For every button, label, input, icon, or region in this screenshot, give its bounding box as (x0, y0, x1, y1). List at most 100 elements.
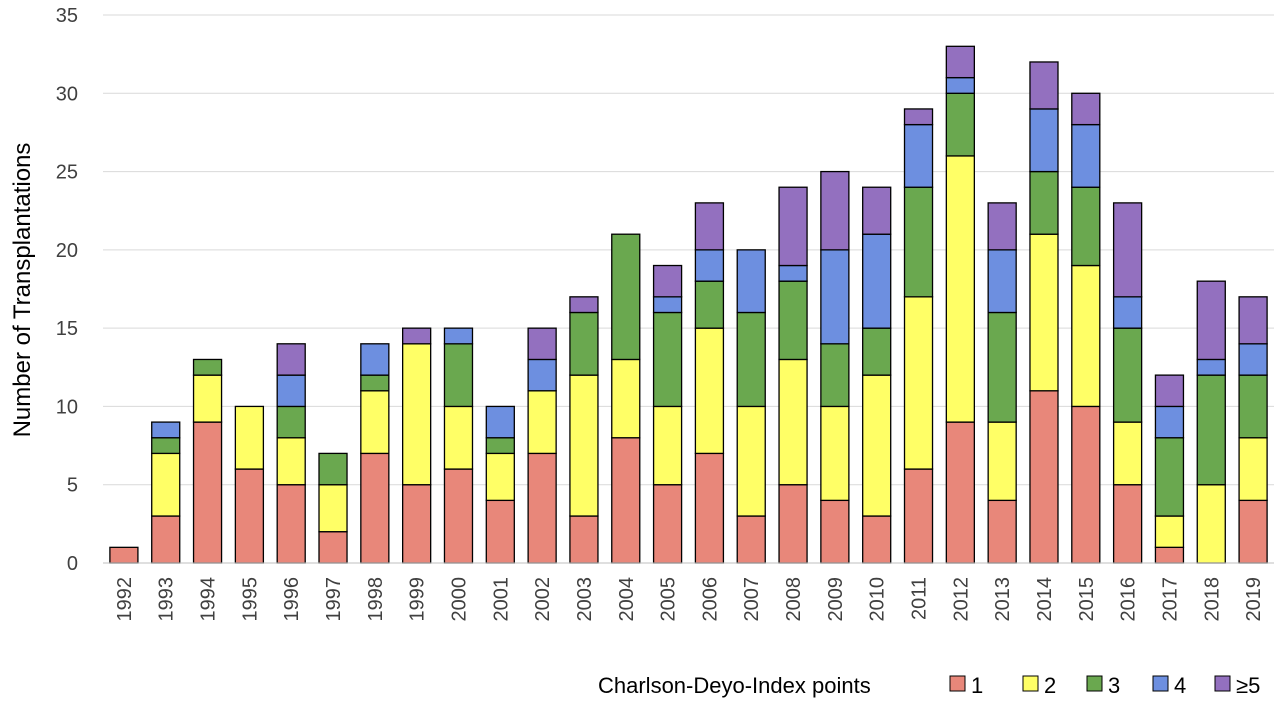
bar-segment (1071, 405, 1101, 564)
bar-segment (987, 421, 1017, 502)
legend-label: ≥5 (1236, 673, 1260, 698)
bar-segment (820, 249, 850, 345)
x-tick-label: 2013 (992, 577, 1014, 622)
bar-segment (820, 499, 850, 564)
bar-segment (652, 296, 683, 314)
bar-segment (569, 311, 599, 376)
x-tick-label: 1995 (239, 577, 261, 622)
bar-segment (862, 233, 892, 329)
x-tick-label: 2010 (867, 577, 889, 622)
x-tick-label: 2012 (950, 577, 972, 622)
bar-segment (443, 468, 474, 564)
bar-segment (485, 499, 515, 564)
bar-segment (1112, 421, 1143, 486)
bar-segment (903, 108, 934, 126)
bar-segment (527, 358, 557, 392)
bar-segment (234, 468, 265, 564)
bar-segment (1196, 358, 1226, 376)
bar-segment (192, 374, 223, 423)
x-tick-label: 1994 (198, 577, 220, 622)
bar-segment (443, 405, 474, 470)
bar-segment (109, 546, 139, 564)
y-tick-label: 20 (56, 240, 78, 262)
bar-segment (485, 452, 515, 502)
bar-segment (820, 405, 850, 502)
x-tick-label: 2003 (574, 577, 596, 622)
x-tick-label: 2008 (783, 577, 805, 622)
bar-segment (276, 484, 306, 564)
x-tick-label: 1999 (407, 577, 429, 622)
bar-segment (862, 374, 892, 517)
bar-segment (318, 452, 348, 486)
x-tick-label: 2000 (448, 577, 470, 622)
bar-segment (318, 484, 348, 533)
bar-segment (1029, 170, 1059, 235)
bar-segment (736, 515, 766, 564)
bar-segment (945, 92, 975, 157)
bar-segment (1238, 296, 1268, 345)
bar-segment (694, 280, 725, 329)
bar-segment (1071, 186, 1101, 267)
legend-label: 2 (1044, 673, 1056, 698)
bar-segment (527, 452, 557, 564)
legend: Charlson-Deyo-Index points 1 2 3 4 ≥5 (598, 673, 1260, 698)
legend-label: 1 (971, 673, 983, 698)
bar-segment (945, 421, 975, 564)
bar-segment (276, 405, 306, 439)
bar-segment (1071, 264, 1101, 408)
x-tick-label: 1992 (114, 577, 136, 622)
bar-segment (652, 311, 683, 408)
x-tick-label: 2006 (699, 577, 721, 622)
bar-segment (443, 327, 474, 345)
x-tick-label: 2005 (658, 577, 680, 622)
y-tick-label: 35 (56, 5, 78, 27)
bar-segment (611, 437, 641, 564)
bar-segment (569, 374, 599, 517)
bar-segment (611, 233, 641, 361)
bar-segment (778, 264, 808, 282)
bar-segment (276, 437, 306, 486)
bar-segment (276, 343, 306, 376)
bar-segment (987, 202, 1017, 251)
bar-segment (987, 499, 1017, 564)
bar-segment (1154, 515, 1185, 548)
bar-segment (276, 374, 306, 408)
x-tick-label: 2001 (490, 577, 512, 622)
bar-segment (945, 45, 975, 79)
x-tick-label: 2011 (909, 577, 931, 620)
bar-segment (1029, 390, 1059, 564)
y-axis-tick-labels: 0 5 10 15 20 25 30 35 (56, 5, 78, 575)
x-tick-label: 1997 (323, 577, 345, 622)
bar-segment (360, 374, 390, 392)
bar-segment (1196, 484, 1226, 564)
bar-segment (945, 155, 975, 423)
bar-segment (903, 296, 934, 470)
x-tick-label: 2016 (1118, 577, 1140, 622)
bar-segment (820, 170, 850, 251)
bar-segment (652, 405, 683, 486)
bar-segment (569, 296, 599, 314)
legend-swatch (949, 675, 966, 692)
bar-segment (1112, 484, 1143, 564)
bar-segment (862, 515, 892, 564)
bar-segment (151, 421, 181, 439)
bar-segment (485, 405, 515, 439)
bar-segment (360, 452, 390, 564)
bar-segment (1071, 92, 1101, 126)
bar-segment (736, 249, 766, 314)
bar-segment (1238, 343, 1268, 376)
y-tick-label: 5 (67, 475, 78, 497)
bar-segment (1154, 405, 1185, 439)
bar-segment (903, 186, 934, 298)
legend-swatch (1152, 675, 1169, 692)
bar-segment (443, 343, 474, 408)
bar-segment (778, 186, 808, 267)
bar-segment (1112, 296, 1143, 329)
bar-segment (1112, 202, 1143, 298)
x-tick-label: 2014 (1034, 577, 1056, 622)
x-tick-label: 2015 (1076, 577, 1098, 622)
bar-segment (862, 327, 892, 376)
x-tick-label: 2002 (532, 577, 554, 622)
bar-segment (1154, 374, 1185, 408)
